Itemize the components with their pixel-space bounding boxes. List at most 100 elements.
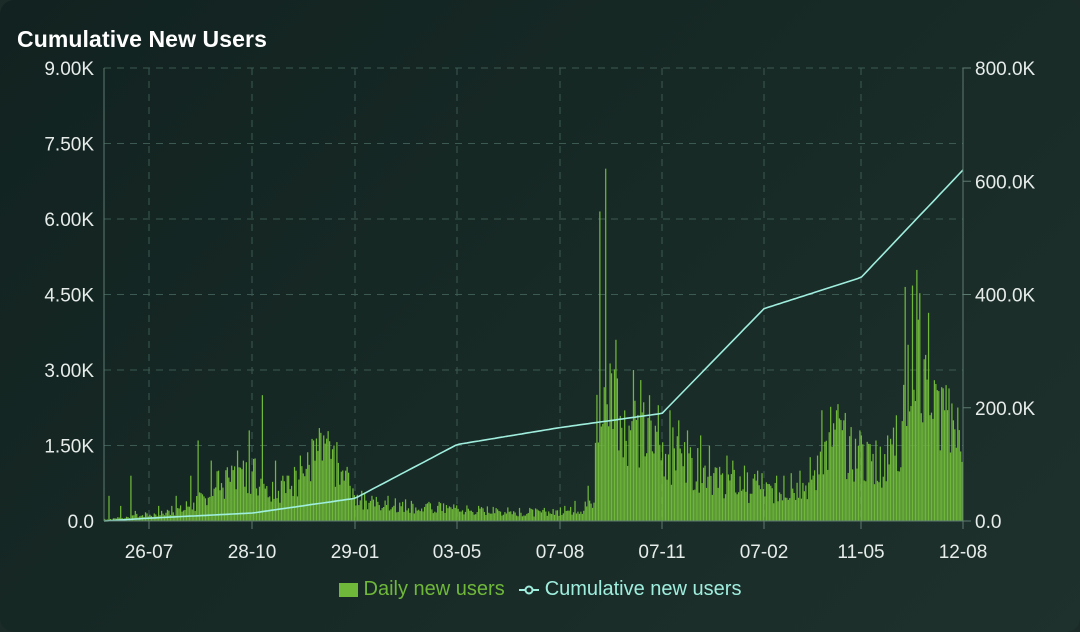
daily-bar	[286, 475, 288, 521]
daily-bar	[299, 455, 301, 521]
y-right-tick-label: 400.0K	[975, 286, 1036, 307]
daily-bar	[637, 414, 639, 521]
daily-bar	[590, 503, 592, 521]
daily-bar	[456, 505, 458, 521]
cumulative-line	[103, 169, 964, 522]
y-left-tick-label: 1.50K	[44, 437, 94, 458]
daily-bar	[907, 344, 909, 521]
daily-bar	[841, 430, 843, 521]
daily-bar	[824, 441, 826, 521]
daily-bar	[840, 420, 842, 521]
daily-bar	[526, 513, 528, 521]
daily-bar	[917, 319, 919, 521]
daily-bar	[952, 420, 955, 521]
y-left-tick-label: 3.00K	[44, 361, 94, 382]
daily-bar	[355, 505, 357, 521]
daily-bar	[806, 499, 808, 521]
daily-bar	[552, 508, 554, 521]
daily-bar	[485, 515, 487, 521]
daily-bar	[269, 496, 271, 521]
daily-bar	[483, 511, 486, 521]
daily-bar	[466, 505, 468, 521]
daily-bar	[608, 426, 610, 521]
daily-bar	[755, 480, 757, 521]
daily-bar	[942, 388, 944, 521]
daily-bar	[955, 447, 957, 521]
legend-item-daily[interactable]: Daily new users	[338, 578, 505, 601]
daily-bar	[166, 509, 169, 521]
daily-bar	[961, 461, 963, 521]
daily-bar	[117, 517, 119, 521]
daily-bar	[530, 508, 532, 521]
daily-bar	[404, 499, 407, 521]
daily-bar	[336, 442, 338, 521]
daily-bar	[792, 488, 794, 521]
daily-bar	[467, 508, 469, 521]
legend: Daily new users Cumulative new users	[0, 578, 1080, 601]
daily-bar	[870, 461, 873, 521]
daily-bar	[796, 482, 798, 521]
daily-bar	[421, 508, 423, 521]
daily-bar	[879, 446, 881, 521]
daily-bar	[302, 473, 304, 521]
daily-bar	[188, 506, 190, 521]
daily-bar	[770, 485, 772, 521]
daily-bar	[843, 420, 845, 521]
daily-bar	[564, 505, 566, 521]
daily-bar	[648, 395, 651, 521]
daily-bar	[631, 421, 633, 521]
daily-bar	[827, 469, 829, 521]
daily-bar	[327, 431, 329, 521]
daily-bar	[437, 505, 439, 521]
daily-bar	[884, 454, 886, 521]
daily-bar	[185, 501, 188, 521]
daily-bar	[660, 460, 662, 521]
daily-bar	[520, 512, 522, 521]
daily-bar	[323, 435, 325, 521]
daily-bar	[670, 484, 673, 521]
daily-bar	[930, 412, 933, 521]
daily-bar	[238, 467, 240, 521]
daily-bar	[888, 464, 890, 521]
daily-bar	[654, 425, 656, 521]
daily-bar	[830, 406, 832, 521]
daily-bar	[244, 486, 246, 521]
daily-bar	[717, 487, 719, 521]
daily-bar	[669, 410, 671, 521]
daily-bar	[339, 484, 341, 521]
daily-bar	[215, 487, 217, 521]
cumulative-line-layer	[103, 169, 964, 522]
daily-bar	[304, 476, 306, 521]
daily-bar	[130, 475, 132, 521]
daily-bar	[704, 465, 706, 521]
daily-bar	[486, 506, 488, 521]
daily-bar	[846, 479, 848, 521]
daily-bar	[711, 494, 713, 521]
daily-bar	[292, 496, 294, 521]
daily-bar	[450, 507, 452, 521]
daily-bar	[777, 501, 779, 521]
daily-bar	[821, 410, 823, 521]
daily-bar	[239, 467, 242, 521]
y-left-tick-label: 9.00K	[44, 59, 94, 80]
daily-bar	[606, 404, 608, 521]
daily-bar	[305, 468, 307, 521]
daily-bar	[289, 489, 291, 521]
daily-bar	[697, 448, 699, 521]
daily-bar	[216, 471, 218, 521]
daily-bar	[293, 466, 296, 521]
daily-bar	[347, 472, 350, 521]
tick-labels: 0.0 1.50K 3.00K 4.50K 6.00K 7.50K 9.00K 0.0 200.…	[44, 59, 1035, 563]
daily-bar	[795, 499, 797, 521]
daily-bar	[270, 501, 272, 521]
daily-bar	[933, 380, 936, 521]
daily-bar	[749, 493, 751, 521]
daily-bar	[878, 482, 880, 521]
daily-bar	[849, 436, 851, 521]
daily-bar	[539, 511, 541, 521]
daily-bar	[656, 431, 658, 521]
daily-bar	[231, 465, 233, 521]
daily-bar	[340, 471, 342, 521]
daily-bar	[707, 476, 709, 521]
legend-item-cumulative[interactable]: Cumulative new users	[518, 578, 741, 601]
